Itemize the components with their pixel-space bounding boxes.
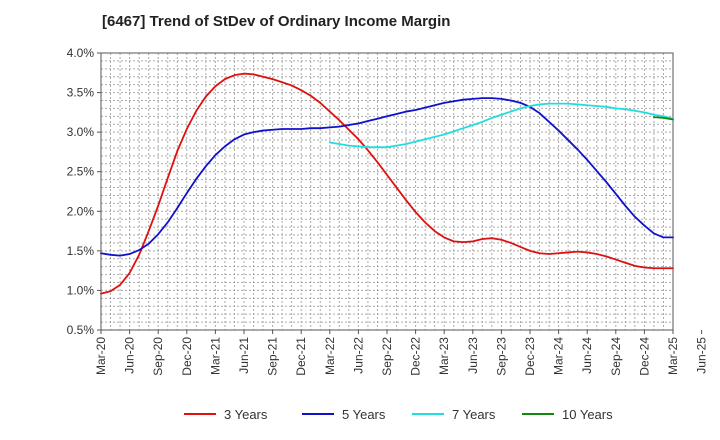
x-tick-label: Dec-23 xyxy=(523,337,537,376)
y-tick-label: 3.5% xyxy=(67,86,95,100)
x-tick-label: Sep-21 xyxy=(266,337,280,376)
y-tick-label: 3.0% xyxy=(67,125,95,139)
x-tick-label: Sep-24 xyxy=(609,337,623,376)
x-tick-label: Dec-22 xyxy=(409,337,423,376)
x-tick-label: Mar-24 xyxy=(552,337,566,375)
x-tick-label: Jun-21 xyxy=(237,337,251,374)
legend-label: 10 Years xyxy=(562,407,613,422)
x-tick-label: Mar-25 xyxy=(666,337,680,375)
y-tick-label: 4.0% xyxy=(67,46,95,60)
series-line-5-years xyxy=(100,97,674,257)
x-tick-label: Sep-20 xyxy=(151,337,165,376)
x-tick-label: Jun-23 xyxy=(466,337,480,374)
axes xyxy=(97,52,703,334)
tick-labels: 4.0% 3.5% 3.0% 2.5% 2.0% 1.5% 1.0% 0.5%Mar-20 Ju… xyxy=(67,46,709,376)
x-tick-label: Dec-24 xyxy=(637,337,651,376)
series-line-10-years xyxy=(653,116,674,121)
x-tick-label: Dec-21 xyxy=(294,337,308,376)
y-tick-label: 2.0% xyxy=(67,204,95,218)
legend: 3 Years 5 Years 7 Years 10 Years xyxy=(184,407,613,422)
x-tick-label: Jun-25 xyxy=(695,337,709,374)
legend-label: 5 Years xyxy=(342,407,386,422)
y-tick-label: 2.5% xyxy=(67,165,95,179)
legend-label: 7 Years xyxy=(452,407,496,422)
x-tick-label: Mar-20 xyxy=(94,337,108,375)
x-tick-label: Mar-22 xyxy=(323,337,337,375)
x-tick-label: Dec-20 xyxy=(180,337,194,376)
y-tick-label: 0.5% xyxy=(67,323,95,337)
series-line-3-years xyxy=(100,72,674,295)
x-tick-label: Mar-21 xyxy=(208,337,222,375)
x-tick-label: Sep-22 xyxy=(380,337,394,376)
y-tick-label: 1.5% xyxy=(67,244,95,258)
x-tick-label: Jun-24 xyxy=(580,337,594,374)
plot-area xyxy=(101,53,673,330)
x-tick-label: Sep-23 xyxy=(494,337,508,376)
legend-label: 3 Years xyxy=(224,407,268,422)
series-lines xyxy=(100,72,674,295)
series-line-7-years xyxy=(328,102,674,149)
y-tick-label: 1.0% xyxy=(67,283,95,297)
x-tick-label: Jun-22 xyxy=(351,337,365,374)
x-tick-label: Jun-20 xyxy=(123,337,137,374)
x-tick-label: Mar-23 xyxy=(437,337,451,375)
chart-title: [6467] Trend of StDev of Ordinary Income… xyxy=(102,13,451,30)
